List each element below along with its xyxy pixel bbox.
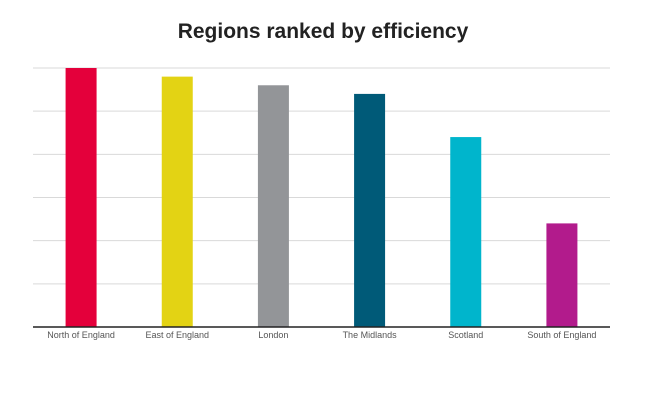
x-tick-labels: North of England East of England London The… xyxy=(47,330,596,340)
bar-south-of-england xyxy=(546,223,578,327)
x-tick-label: South of England xyxy=(527,330,596,340)
x-tick-label: The Midlands xyxy=(343,330,398,340)
x-tick-label: North of England xyxy=(47,330,115,340)
chart-title: Regions ranked by efficiency xyxy=(177,20,469,43)
bars xyxy=(65,68,578,328)
bar-north-of-england xyxy=(65,68,97,327)
bar-east-of-england xyxy=(161,76,193,327)
x-tick-label: London xyxy=(258,330,288,340)
x-tick-label: Scotland xyxy=(448,330,483,340)
bar-the-midlands xyxy=(354,93,386,328)
x-tick-label: East of England xyxy=(145,330,209,340)
bar-london xyxy=(257,85,289,328)
bar-scotland xyxy=(450,137,482,327)
gridlines xyxy=(33,67,610,285)
